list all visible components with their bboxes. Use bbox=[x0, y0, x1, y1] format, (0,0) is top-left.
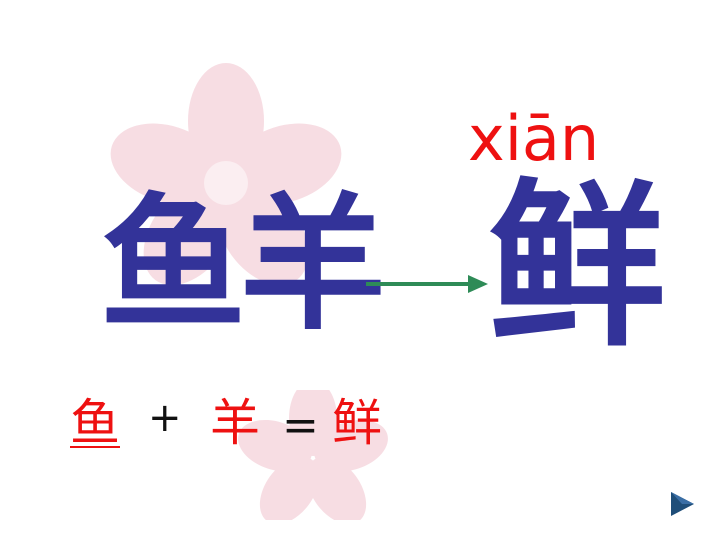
equals-sign: = bbox=[282, 400, 319, 451]
cherry-blossom-icon bbox=[110, 63, 342, 286]
equation-part-fish: 鱼 bbox=[70, 394, 120, 452]
next-slide-button[interactable] bbox=[666, 488, 698, 520]
result-character: 鲜 bbox=[488, 163, 666, 370]
pinyin-label: xiān bbox=[468, 102, 600, 175]
equation-part-sheep: 羊 bbox=[210, 394, 260, 452]
equation-result: 鲜 bbox=[332, 394, 382, 452]
arrow-right-icon bbox=[366, 275, 488, 293]
play-triangle-icon bbox=[671, 492, 694, 516]
component-characters: 鱼羊 bbox=[100, 180, 386, 350]
plus-sign: + bbox=[148, 395, 182, 441]
cherry-blossom-icon bbox=[238, 390, 388, 520]
